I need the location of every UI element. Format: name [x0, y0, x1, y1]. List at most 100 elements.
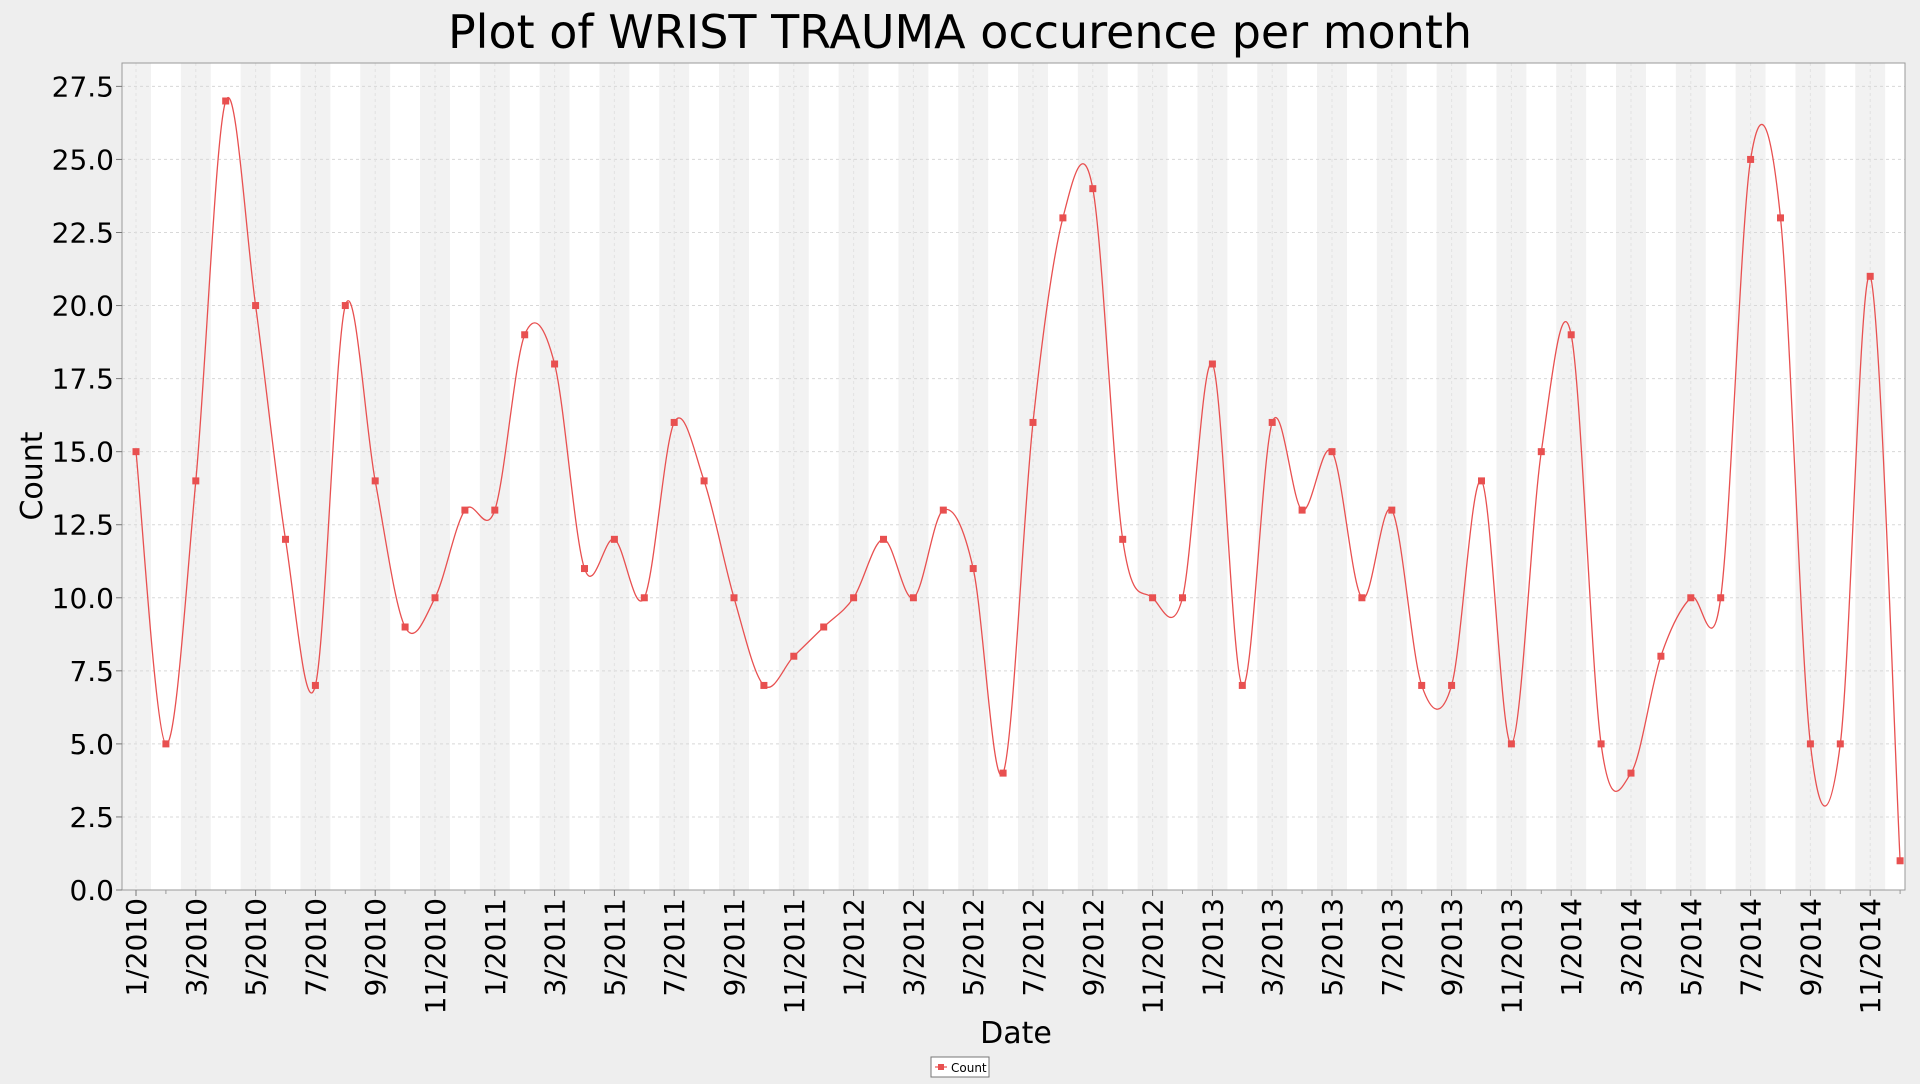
month-band [122, 63, 151, 890]
data-point [999, 769, 1007, 777]
month-band [1257, 63, 1288, 890]
x-tick-label: 11/2010 [419, 898, 452, 1014]
month-band [1735, 63, 1766, 890]
data-point [192, 477, 200, 485]
y-axis-label: Count [15, 431, 50, 520]
y-tick-label: 17.5 [52, 363, 114, 396]
month-band [1077, 63, 1108, 890]
data-point [880, 535, 887, 543]
y-tick-label: 5.0 [69, 728, 114, 761]
month-band [1675, 63, 1706, 890]
x-tick-label: 1/2010 [120, 898, 153, 997]
data-point [341, 302, 349, 310]
month-band [300, 63, 331, 890]
month-band [240, 63, 271, 890]
month-band [898, 63, 929, 890]
y-tick-label: 22.5 [52, 216, 114, 249]
data-point [1119, 535, 1127, 543]
legend-marker [938, 1064, 944, 1070]
x-tick-label: 1/2011 [479, 898, 512, 997]
data-point [1806, 740, 1814, 748]
data-point [431, 594, 439, 602]
data-point [132, 448, 140, 456]
data-point [282, 535, 289, 543]
data-point [1029, 418, 1037, 426]
legend-label-count: Count [951, 1061, 987, 1075]
x-tick-label: 3/2013 [1256, 898, 1289, 997]
data-point [1089, 185, 1097, 193]
y-tick-label: 27.5 [52, 70, 114, 103]
month-band [1376, 63, 1407, 890]
data-point [401, 623, 409, 631]
x-tick-label: 9/2014 [1794, 898, 1827, 997]
data-point [252, 302, 260, 310]
x-tick-label: 5/2011 [598, 898, 631, 997]
month-band [1795, 63, 1826, 890]
month-band [958, 63, 989, 890]
data-point [1657, 652, 1665, 660]
y-tick-label: 7.5 [69, 655, 114, 688]
data-point [610, 535, 618, 543]
x-tick-label: 7/2011 [658, 898, 691, 997]
x-tick-label: 7/2013 [1376, 898, 1409, 997]
data-point [850, 594, 858, 602]
x-tick-label: 5/2014 [1675, 898, 1708, 997]
month-band [1317, 63, 1347, 890]
x-tick-label: 11/2013 [1495, 898, 1528, 1014]
month-band [778, 63, 809, 890]
month-band [539, 63, 570, 890]
data-point [222, 97, 230, 105]
x-axis-label: Date [980, 1016, 1052, 1051]
data-point [909, 594, 917, 602]
y-tick-label: 15.0 [52, 436, 114, 469]
month-band [1436, 63, 1467, 890]
y-tick-label: 25.0 [52, 143, 114, 176]
data-point [1836, 740, 1844, 748]
month-band [838, 63, 869, 890]
x-tick-label: 9/2012 [1077, 898, 1110, 997]
month-band [1018, 63, 1048, 890]
x-tick-label: 7/2010 [299, 898, 332, 997]
x-tick-label: 9/2013 [1436, 898, 1469, 997]
data-point [521, 331, 529, 339]
month-band [599, 63, 630, 890]
month-band [719, 63, 749, 890]
data-point [1298, 506, 1306, 514]
data-point [760, 681, 768, 689]
data-point [1866, 272, 1874, 280]
data-point [1418, 681, 1426, 689]
x-tick-label: 3/2012 [897, 898, 930, 997]
data-point [1627, 769, 1635, 777]
data-point [1328, 448, 1336, 456]
x-tick-label: 9/2010 [359, 898, 392, 997]
x-tick-label: 7/2012 [1017, 898, 1050, 997]
data-point [1208, 360, 1216, 368]
month-band [1197, 63, 1228, 890]
x-tick-label: 9/2011 [718, 898, 751, 997]
data-point [1507, 740, 1515, 748]
data-point [1179, 594, 1186, 602]
data-point [1567, 331, 1575, 339]
data-point [1238, 681, 1246, 689]
data-point [1537, 448, 1545, 456]
data-point [1717, 594, 1725, 602]
data-point [670, 418, 678, 426]
data-point [1149, 594, 1157, 602]
series-count [132, 97, 1904, 865]
legend-box [930, 1056, 990, 1078]
month-band [1137, 63, 1168, 890]
data-point [1059, 214, 1067, 222]
month-band [1556, 63, 1587, 890]
x-tick-label: 5/2010 [240, 898, 273, 997]
x-tick-label: 1/2013 [1196, 898, 1229, 997]
data-point [700, 477, 708, 485]
x-tick-label: 3/2010 [180, 898, 213, 997]
data-point [790, 652, 798, 660]
data-point [1388, 506, 1396, 514]
x-tick-label: 11/2014 [1854, 898, 1887, 1014]
month-band [1496, 63, 1527, 890]
data-point [371, 477, 379, 485]
data-point [1268, 418, 1276, 426]
legend: Count [930, 1056, 990, 1078]
